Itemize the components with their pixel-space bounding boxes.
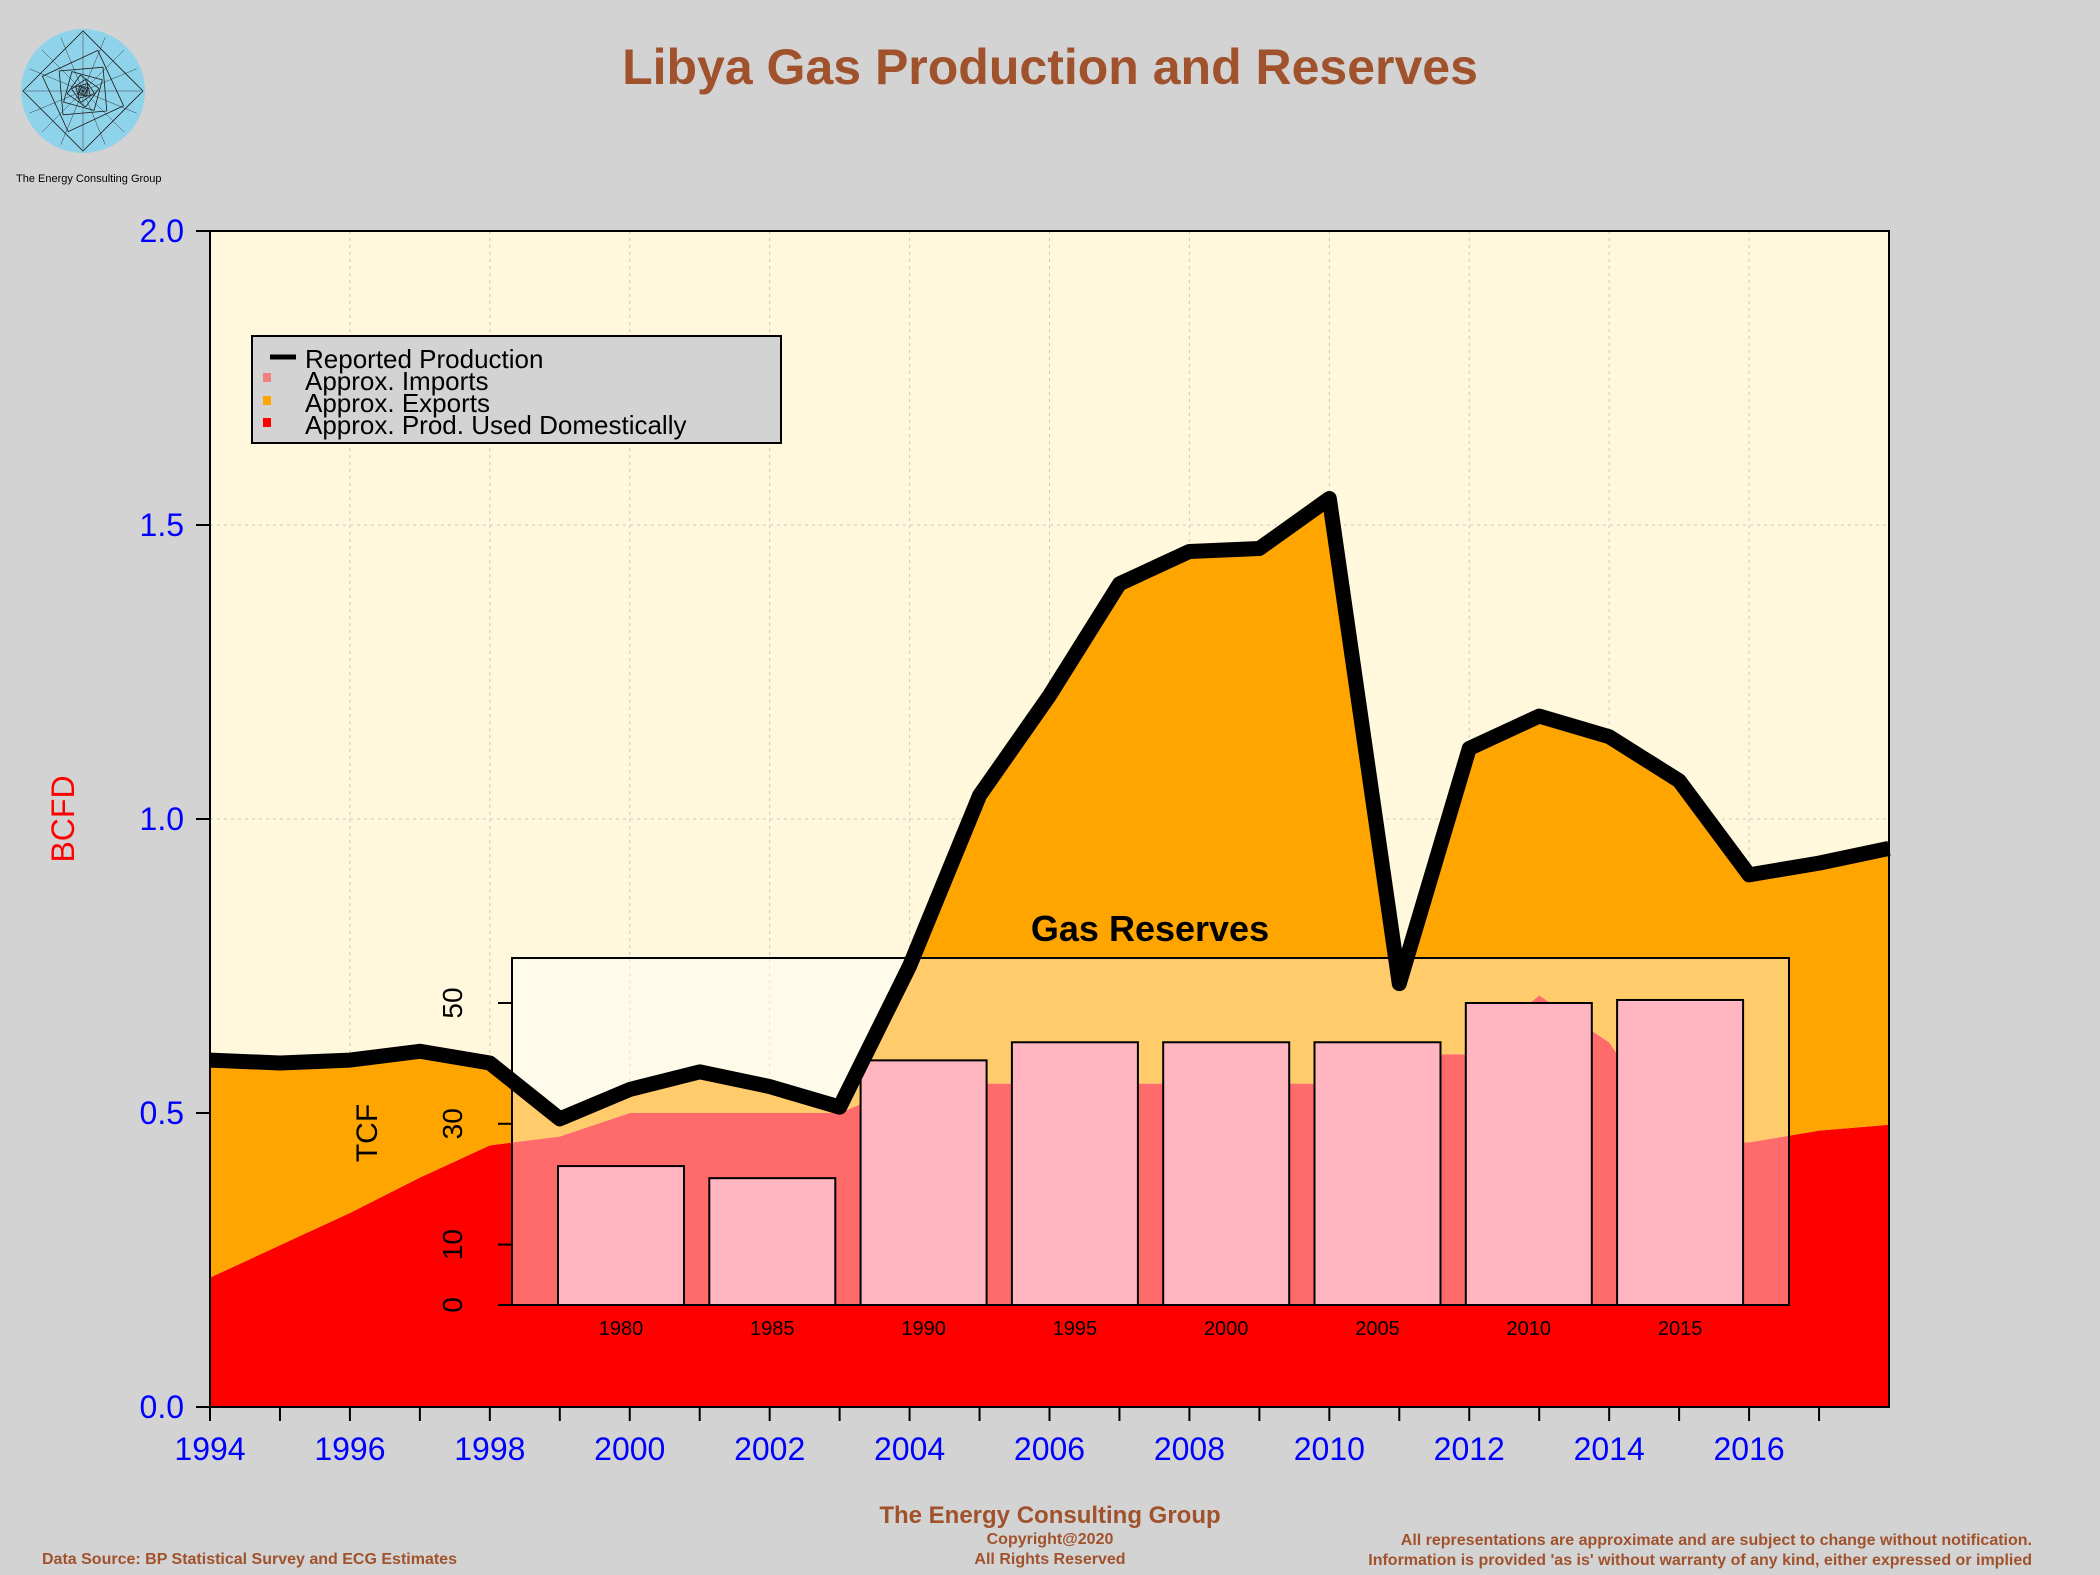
reserve-tick-label: 2000: [1204, 1318, 1249, 1340]
legend: Reported Production Approx. Imports Appr…: [251, 335, 782, 444]
x-tick-label: 2016: [1713, 1431, 1784, 1467]
y-axis-label: BCFD: [45, 775, 81, 862]
reserve-tick-label: 1995: [1053, 1318, 1098, 1340]
area-exports: [210, 498, 1889, 1278]
x-tick-label: 2006: [1014, 1431, 1085, 1467]
logo-ray: [82, 49, 125, 92]
reserve-bar: [1313, 1041, 1442, 1306]
y-tick-label: 0.0: [140, 1389, 184, 1425]
footer-org: The Energy Consulting Group: [879, 1502, 1221, 1529]
x-tick-label: 1994: [174, 1431, 245, 1467]
logo-ray: [82, 90, 106, 145]
rights-line: All Rights Reserved: [974, 1551, 1126, 1568]
logo-ray: [60, 90, 84, 145]
reserve-bar: [1162, 1041, 1291, 1306]
reserve-bar: [557, 1165, 685, 1306]
footer-disclaimer: All representations are approximate and …: [1368, 1531, 2032, 1571]
logo-square: [22, 30, 144, 152]
reserve-tick-label: 2005: [1355, 1318, 1400, 1340]
reserve-tick-label: 2010: [1507, 1318, 1552, 1340]
y-tick-label: 2.0: [140, 213, 184, 249]
inset-y-tick-label: 10: [437, 1229, 468, 1260]
logo-square: [75, 83, 91, 99]
x-tick-label: 2000: [594, 1431, 665, 1467]
reserve-tick-label: 1990: [901, 1318, 946, 1340]
inset-y-tick-label: 30: [437, 1108, 468, 1139]
logo-ray: [29, 68, 84, 92]
legend-box: [251, 335, 782, 444]
disclaimer-line-2: Information is provided 'as is' without …: [1368, 1552, 2032, 1569]
logo-square: [41, 49, 124, 133]
x-tick-label: 2002: [734, 1431, 805, 1467]
legend-swatch-domestic: [263, 418, 271, 427]
logo-ray: [82, 37, 106, 92]
x-axis: 1994 1996 1998 2000 2002 2004 2006 2008 2010 2012…: [174, 1406, 1889, 1467]
inset-title: Gas Reserves: [1031, 908, 1269, 949]
logo-caption: The Energy Consulting Group: [16, 173, 162, 185]
reserve-bar: [1010, 1041, 1139, 1306]
y-tick-label: 1.0: [140, 801, 184, 837]
reserve-bar: [859, 1059, 988, 1306]
logo-square: [66, 74, 100, 108]
legend-label-exports: Approx. Exports: [305, 388, 490, 418]
inset-y-axis-label: TCF: [351, 1104, 384, 1162]
logo-ray: [29, 90, 84, 114]
logo-ray: [41, 49, 84, 92]
logo-ray: [41, 90, 84, 133]
x-tick-label: 2004: [874, 1431, 945, 1467]
logo-ray: [82, 90, 137, 114]
inset-frame: [511, 957, 1790, 1306]
copyright-line: Copyright@2020: [986, 1531, 1114, 1548]
x-tick-label: 1996: [314, 1431, 385, 1467]
x-tick-label: 2012: [1434, 1431, 1505, 1467]
reserve-bar: [1616, 998, 1745, 1306]
x-tick-label: 2008: [1154, 1431, 1225, 1467]
y-tick-label: 0.5: [140, 1095, 184, 1131]
disclaimer-line-1: All representations are approximate and …: [1400, 1532, 2032, 1549]
legend-label-production: Reported Production: [305, 344, 543, 374]
reserves-inset: 1980 1985 1990 1995 2000 2005 2010 2015 0 10 30 50 T…: [351, 908, 1790, 1340]
page-title: Libya Gas Production and Reserves: [622, 39, 1478, 95]
series-line-reported-production: [209, 491, 1891, 1127]
legend-label-domestic: Approx. Prod. Used Domestically: [305, 410, 686, 440]
logo-ray: [60, 37, 84, 92]
y-axis: 0.0 0.5 1.0 1.5 2.0: [140, 213, 211, 1425]
logo-square: [71, 79, 95, 103]
legend-swatch-exports: [263, 396, 271, 405]
reserve-tick-label: 1980: [599, 1318, 644, 1340]
footer-copyright: Copyright@2020 All Rights Reserved: [0, 1530, 2100, 1570]
reserve-bar: [708, 1177, 837, 1307]
logo-square: [58, 66, 108, 116]
logo-ray: [82, 90, 125, 133]
reserve-tick-label: 2015: [1658, 1318, 1703, 1340]
logo-ray: [82, 68, 137, 92]
logo-square: [63, 71, 103, 111]
x-tick-label: 1998: [454, 1431, 525, 1467]
footer-data-source: Data Source: BP Statistical Survey and E…: [42, 1551, 457, 1568]
x-tick-label: 2014: [1574, 1431, 1645, 1467]
legend-swatch-imports: [263, 373, 271, 382]
reserve-tick-label: 1985: [750, 1318, 795, 1340]
inset-y-tick-label: 50: [437, 987, 468, 1018]
y-tick-label: 1.5: [140, 507, 184, 543]
reserve-bar: [1464, 1002, 1593, 1306]
x-tick-label: 2010: [1294, 1431, 1365, 1467]
legend-label-imports: Approx. Imports: [305, 366, 489, 396]
ecg-logo-icon: [21, 29, 145, 153]
inset-y-tick-label: 0: [437, 1297, 468, 1313]
